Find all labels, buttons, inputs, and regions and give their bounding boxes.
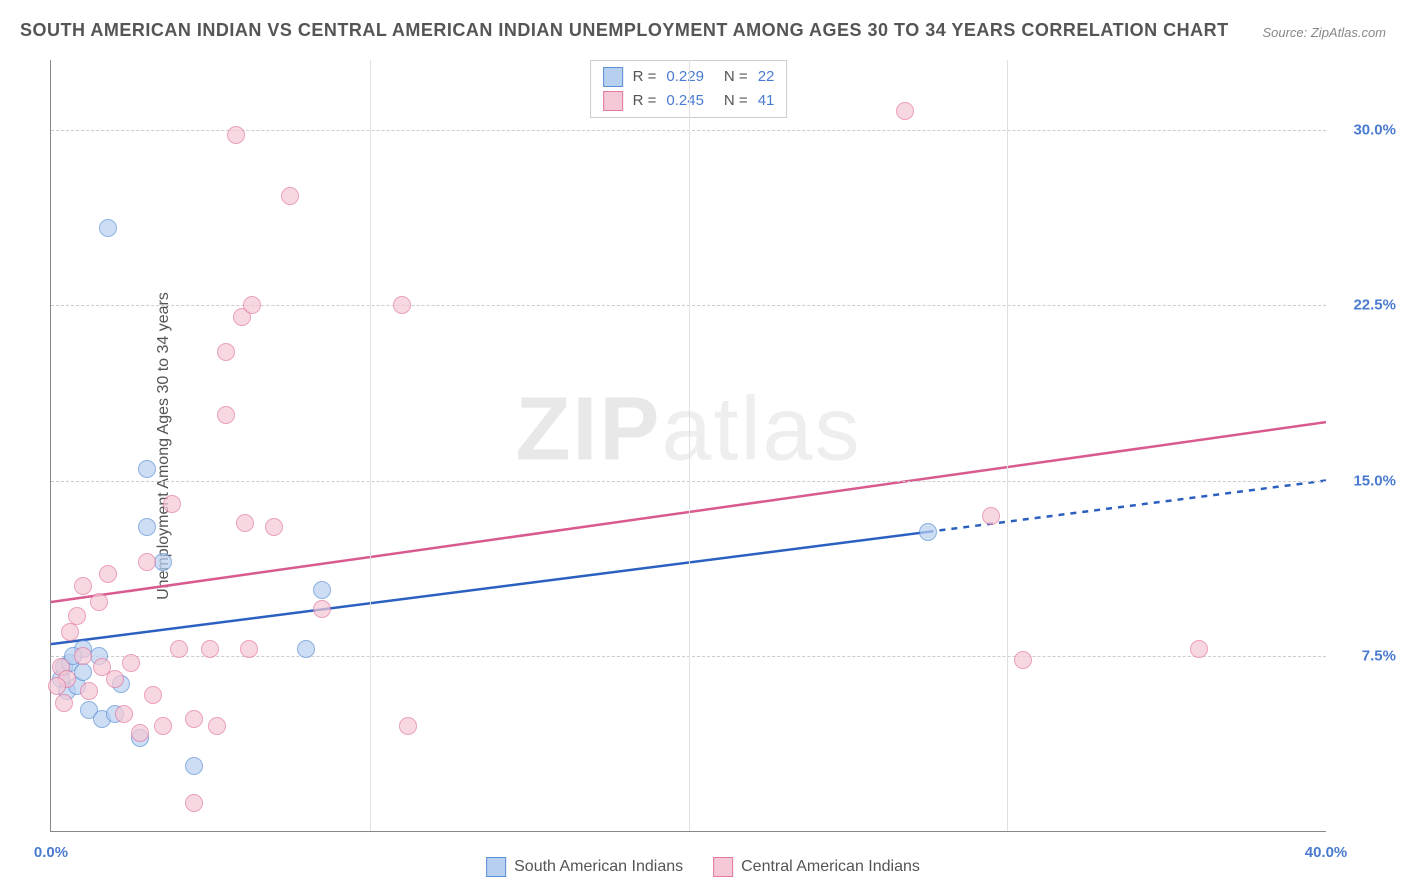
scatter-point	[185, 757, 203, 775]
scatter-point	[154, 717, 172, 735]
scatter-point	[55, 694, 73, 712]
scatter-point	[74, 663, 92, 681]
watermark-thin: atlas	[661, 380, 861, 480]
legend-n-label: N =	[724, 89, 748, 113]
scatter-point	[144, 686, 162, 704]
legend-swatch	[713, 857, 733, 877]
scatter-point	[217, 343, 235, 361]
legend-n-value: 41	[758, 89, 775, 113]
scatter-point	[208, 717, 226, 735]
y-tick-label: 22.5%	[1336, 297, 1396, 314]
legend-swatch	[603, 91, 623, 111]
scatter-point	[74, 577, 92, 595]
y-tick-label: 7.5%	[1336, 647, 1396, 664]
scatter-point	[217, 406, 235, 424]
scatter-point	[896, 102, 914, 120]
scatter-point	[982, 507, 1000, 525]
legend-n-label: N =	[724, 65, 748, 89]
vgridline	[370, 60, 371, 831]
scatter-point	[68, 607, 86, 625]
scatter-point	[122, 654, 140, 672]
watermark-bold: ZIP	[515, 380, 661, 480]
series-legend-label: South American Indians	[514, 858, 683, 876]
scatter-point	[80, 682, 98, 700]
legend-swatch	[486, 857, 506, 877]
scatter-point	[399, 717, 417, 735]
scatter-point	[99, 565, 117, 583]
scatter-point	[138, 518, 156, 536]
series-legend-item: Central American Indians	[713, 857, 920, 877]
scatter-point	[138, 553, 156, 571]
trend-line	[51, 532, 928, 644]
legend-swatch	[603, 67, 623, 87]
scatter-point	[90, 593, 108, 611]
scatter-point	[227, 126, 245, 144]
scatter-point	[281, 187, 299, 205]
chart-title: SOUTH AMERICAN INDIAN VS CENTRAL AMERICA…	[20, 20, 1229, 41]
scatter-point	[236, 514, 254, 532]
scatter-point	[48, 677, 66, 695]
scatter-point	[240, 640, 258, 658]
scatter-point	[106, 670, 124, 688]
scatter-point	[99, 219, 117, 237]
y-tick-label: 30.0%	[1336, 122, 1396, 139]
scatter-point	[313, 581, 331, 599]
source-label: Source: ZipAtlas.com	[1262, 25, 1386, 40]
scatter-point	[393, 296, 411, 314]
scatter-point	[201, 640, 219, 658]
scatter-point	[74, 647, 92, 665]
scatter-point	[185, 710, 203, 728]
scatter-point	[313, 600, 331, 618]
vgridline	[689, 60, 690, 831]
scatter-point	[115, 705, 133, 723]
y-tick-label: 15.0%	[1336, 472, 1396, 489]
scatter-point	[61, 623, 79, 641]
scatter-point	[170, 640, 188, 658]
x-tick-label: 0.0%	[34, 844, 68, 861]
scatter-point	[265, 518, 283, 536]
legend-r-value: 0.229	[666, 65, 704, 89]
legend-r-label: R =	[633, 65, 657, 89]
scatter-point	[154, 553, 172, 571]
scatter-point	[185, 794, 203, 812]
scatter-point	[1190, 640, 1208, 658]
series-legend: South American Indians Central American I…	[486, 857, 920, 877]
scatter-point	[1014, 651, 1032, 669]
scatter-point	[919, 523, 937, 541]
series-legend-label: Central American Indians	[741, 858, 920, 876]
legend-r-value: 0.245	[666, 89, 704, 113]
scatter-point	[138, 460, 156, 478]
scatter-point	[297, 640, 315, 658]
legend-n-value: 22	[758, 65, 775, 89]
scatter-point	[131, 724, 149, 742]
chart-plot-area: ZIPatlas R =0.229N =22R =0.245N =41 7.5%…	[50, 60, 1326, 832]
x-tick-label: 40.0%	[1305, 844, 1348, 861]
scatter-point	[163, 495, 181, 513]
vgridline	[1007, 60, 1008, 831]
legend-r-label: R =	[633, 89, 657, 113]
scatter-point	[243, 296, 261, 314]
series-legend-item: South American Indians	[486, 857, 683, 877]
